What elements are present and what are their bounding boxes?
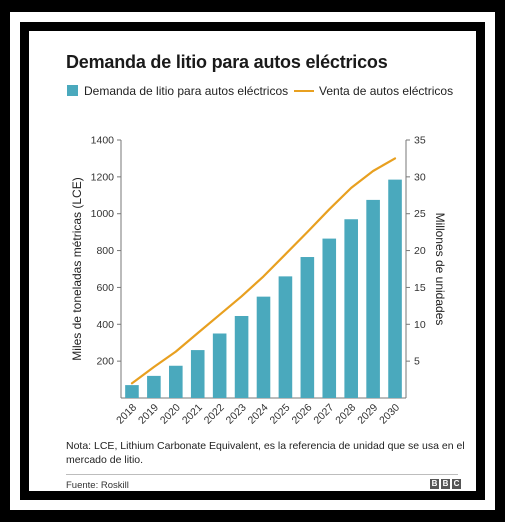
right-axis-tick-label: 30 — [414, 171, 426, 183]
legend-bar-label: Demanda de litio para autos eléctricos — [84, 84, 289, 98]
legend-line-label: Venta de autos eléctricos — [319, 84, 454, 98]
right-axis-tick-label: 25 — [414, 208, 426, 220]
bbc-logo-letter: B — [430, 479, 439, 489]
bar — [278, 276, 293, 398]
bar — [344, 219, 358, 398]
left-axis-tick-label: 1400 — [91, 135, 115, 147]
x-tick-label: 2026 — [289, 402, 314, 425]
legend-bar-swatch — [67, 85, 78, 96]
x-tick-label: 2020 — [158, 402, 183, 425]
divider — [66, 474, 458, 475]
legend-line-swatch — [294, 90, 314, 92]
bar — [256, 296, 271, 398]
bbc-logo-letter: B — [441, 479, 450, 489]
bar — [322, 238, 337, 398]
bar — [169, 365, 183, 398]
bar — [300, 257, 315, 398]
bbc-logo-letter: C — [452, 479, 461, 489]
x-tick-label: 2019 — [136, 402, 161, 425]
x-tick-label: 2029 — [355, 402, 380, 425]
chart-title: Demanda de litio para autos eléctricos — [66, 52, 388, 72]
left-axis-tick-label: 800 — [96, 245, 114, 257]
right-axis-tick-label: 5 — [414, 356, 420, 368]
x-tick-label: 2028 — [333, 402, 358, 425]
left-axis-tick-label: 400 — [96, 319, 114, 331]
bar — [234, 315, 249, 398]
x-tick-label: 2021 — [180, 402, 205, 425]
left-axis-title: Miles de toneladas métricas (LCE) — [70, 177, 84, 360]
bar — [212, 333, 227, 398]
bar — [125, 385, 139, 398]
right-axis-tick-label: 20 — [414, 245, 426, 257]
source-text: Fuente: Roskill — [66, 480, 129, 491]
footnote: Nota: LCE, Lithium Carbonate Equivalent,… — [66, 440, 465, 466]
left-axis-tick-label: 1000 — [91, 208, 115, 220]
bar — [190, 350, 205, 398]
right-axis-title: Millones de unidades — [433, 213, 447, 326]
x-tick-label: 2023 — [224, 402, 249, 425]
x-tick-label: 2024 — [246, 402, 271, 425]
x-tick-label: 2027 — [311, 402, 336, 425]
bar — [388, 179, 402, 398]
x-tick-label: 2025 — [268, 402, 293, 425]
x-tick-label: 2030 — [377, 402, 402, 425]
right-axis-tick-label: 15 — [414, 282, 426, 294]
bbc-logo: B B C — [430, 479, 461, 489]
right-axis-tick-label: 10 — [414, 319, 426, 331]
right-axis-tick-label: 35 — [414, 135, 426, 147]
bar — [366, 199, 380, 398]
chart-plot: 2004006008001000120014005101520253035Mil… — [70, 135, 447, 426]
left-axis-tick-label: 200 — [96, 356, 114, 368]
bar — [147, 375, 161, 398]
x-tick-label: 2018 — [114, 402, 139, 425]
left-axis-tick-label: 600 — [96, 282, 114, 294]
left-axis-tick-label: 1200 — [91, 171, 115, 183]
x-tick-label: 2022 — [202, 402, 227, 425]
